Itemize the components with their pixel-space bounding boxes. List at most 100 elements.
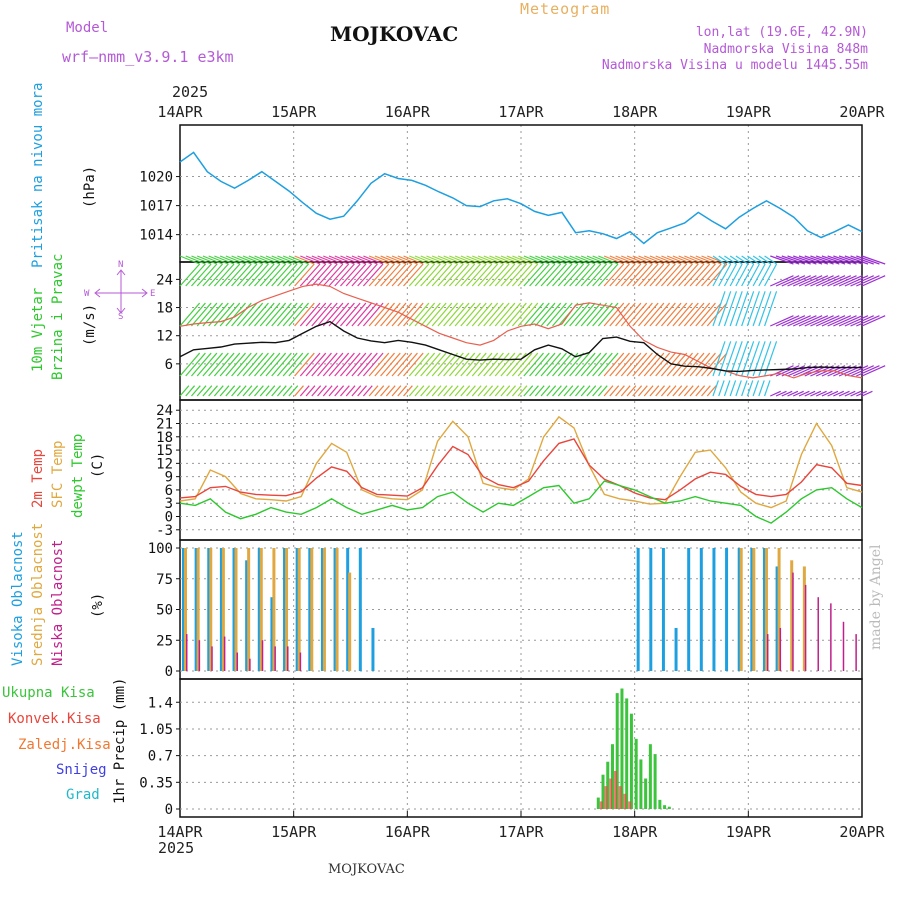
precip-total-bar (658, 799, 662, 809)
wind-arrow (695, 302, 716, 327)
y-tick-label: 24 (156, 272, 173, 288)
wind-arrow (351, 385, 362, 397)
y-tick-label: 9 (165, 470, 173, 486)
wind-arrow (431, 385, 442, 397)
wind-arrow (506, 352, 527, 377)
wind-arrow (861, 255, 886, 265)
wind-arrow (426, 255, 447, 265)
wind-arrow (632, 302, 653, 327)
wind-arrow (655, 302, 676, 327)
wind-arrow (638, 385, 648, 397)
wind-arrow (649, 255, 670, 265)
wind-arrow (294, 352, 315, 377)
y-tick-label: 25 (156, 633, 173, 649)
y-tick-label: 0 (165, 802, 173, 818)
wind-arrow (466, 352, 487, 377)
wind-arrow (741, 263, 755, 287)
wind-arrow (557, 263, 579, 287)
wind-arrow (494, 385, 505, 397)
wind-arrow (288, 302, 310, 327)
wind-arrow (615, 302, 636, 327)
wind-arrow (689, 385, 700, 397)
day-label-bottom: 19APR (726, 823, 772, 841)
y-tick-label: 12 (156, 329, 173, 345)
wind-arrow (311, 263, 332, 287)
wind-arrow (345, 263, 367, 287)
wind-arrow (276, 263, 298, 287)
precip-conv-bar (604, 786, 608, 809)
wind-arrow (276, 352, 298, 377)
wind-arrow (282, 352, 304, 377)
wind-arrow (689, 263, 711, 287)
wind-arrow (770, 315, 794, 327)
wind-arrow (460, 302, 481, 327)
wind-arrow (213, 385, 224, 397)
wind-arrow (632, 263, 653, 287)
wind-arrow (735, 263, 749, 287)
wind-arrow (322, 352, 344, 377)
wind-arrow (397, 302, 418, 327)
wind-arrow (683, 352, 705, 377)
wind-arrow (586, 255, 607, 265)
wind-arrow (213, 263, 235, 287)
wind-arrow (414, 255, 435, 265)
wind-arrow (540, 302, 562, 327)
wind-arrow (844, 365, 869, 377)
wind-arrow (362, 263, 384, 287)
wind-arrow (643, 255, 665, 265)
wind-arrow (408, 263, 430, 287)
y-tick-label: 3 (165, 496, 173, 512)
wind-arrow (185, 263, 206, 287)
wind-arrow (552, 352, 573, 377)
wind-arrow (403, 255, 424, 265)
wind-arrow (517, 263, 539, 287)
wind-arrow (695, 352, 716, 377)
wind-arrow (271, 352, 292, 377)
cloud-bar-low (249, 658, 251, 671)
wind-arrow (798, 390, 810, 397)
wind-arrow (305, 302, 327, 327)
wind-arrow (706, 385, 717, 397)
wind-arrow (472, 255, 493, 265)
wind-arrow (529, 352, 550, 377)
wind-arrow (815, 275, 840, 287)
precip-total-bar (620, 688, 624, 809)
wind-arrow (340, 385, 350, 397)
wind-arrow (615, 255, 636, 265)
precip-total-bar (639, 759, 643, 809)
wind-arrow (340, 352, 361, 377)
cloud-bar-high (674, 627, 678, 671)
wind-arrow (752, 255, 766, 265)
wind-arrow (248, 302, 269, 327)
wind-arrow (626, 385, 637, 397)
wind-arrow (380, 302, 401, 327)
wind-arrow (448, 263, 470, 287)
cloud-bar-low (274, 646, 276, 671)
elevation-label: Nadmorska Visina 848m (703, 42, 868, 57)
wind-arrow (328, 385, 339, 397)
wind-arrow (511, 302, 533, 327)
wind-arrow (196, 302, 218, 327)
wind-arrow (506, 385, 516, 397)
panel-frame-precip (179, 678, 863, 818)
wind-arrow (259, 352, 281, 377)
wind-arrow (179, 352, 201, 377)
wind-arrow (437, 255, 458, 265)
year-top: 2025 (172, 83, 209, 101)
precip-total-bar (610, 744, 614, 809)
wind-arrow (443, 255, 464, 265)
precip-total-bar (648, 744, 652, 809)
wind-arrow (397, 263, 418, 287)
wind-arrow (666, 255, 688, 265)
wind-arrow (729, 380, 737, 397)
cloud-bar-high (762, 548, 766, 671)
wind-arrow (225, 385, 236, 397)
cloud-bar-low (804, 584, 807, 671)
wind-arrow (529, 263, 550, 287)
wind-arrow (374, 255, 395, 265)
wind-arrow (821, 315, 846, 327)
wind-arrow (202, 385, 213, 397)
wind-arrow (723, 380, 731, 397)
cloud-bar-mid (196, 548, 200, 671)
cloud-bar-low (261, 640, 264, 671)
